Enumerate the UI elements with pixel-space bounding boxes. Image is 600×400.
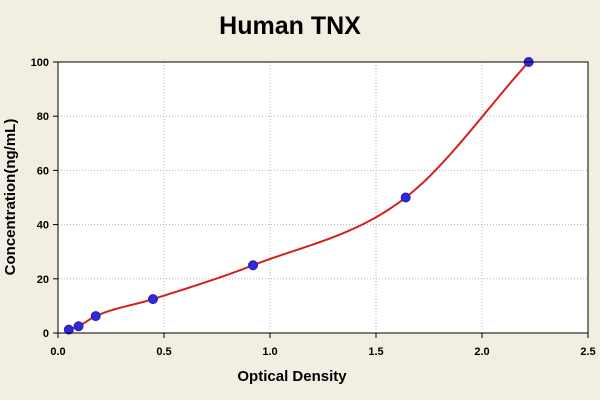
plot-area [58,62,588,333]
y-tick-label: 80 [37,111,49,123]
x-tick-label: 0.5 [156,346,171,358]
data-point [248,260,259,271]
data-point [63,324,74,335]
y-tick-label: 40 [37,220,49,232]
x-axis-title: Optical Density [237,368,347,385]
y-tick-label: 60 [37,165,49,177]
chart-title: Human TNX [219,12,361,40]
y-tick-label: 20 [37,274,49,286]
x-tick-label: 1.5 [368,346,383,358]
y-tick-label: 0 [43,328,49,340]
grid-lines [58,62,588,333]
axes: 0.0 0.5 1.0 1.5 2.0 2.5 0 20 40 60 80 100 [31,57,596,358]
x-tick-label: 0.0 [50,346,65,358]
data-points [63,57,534,335]
y-tick-label: 100 [31,57,49,69]
x-tick-label: 1.0 [262,346,277,358]
axes-frame [57,61,589,334]
data-point [73,321,84,332]
y-axis-title: Concentration(ng/mL) [2,119,19,276]
data-point [400,192,411,203]
data-point [147,294,158,305]
x-tick-label: 2.0 [474,346,489,358]
x-tick-label: 2.5 [580,346,595,358]
data-point [90,311,101,322]
